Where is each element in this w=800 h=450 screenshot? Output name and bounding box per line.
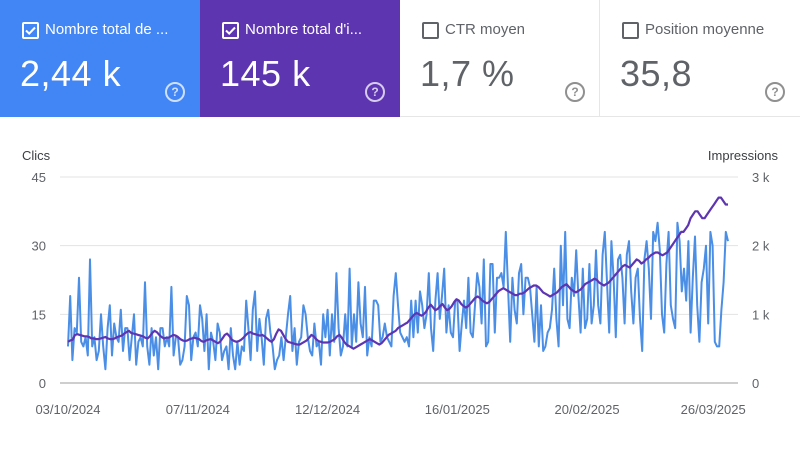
y-tick-label-right: 2 k	[752, 239, 770, 254]
x-tick-label: 07/11/2024	[166, 402, 230, 417]
x-tick-label: 16/01/2025	[425, 402, 490, 417]
impressions-series-line	[67, 196, 728, 350]
help-icon[interactable]: ?	[765, 82, 785, 102]
card-total-clicks[interactable]: Nombre total de ... 2,44 k ?	[0, 0, 200, 117]
x-tick-label: 12/12/2024	[295, 402, 360, 417]
y-tick-label-right: 3 k	[752, 170, 770, 185]
card-avg-position[interactable]: Position moyenne 35,8 ?	[600, 0, 800, 117]
card-value: 35,8	[620, 53, 693, 94]
y-tick-label-left: 45	[32, 170, 46, 185]
card-avg-ctr[interactable]: CTR moyen 1,7 % ?	[400, 0, 600, 117]
card-value: 145 k	[220, 53, 311, 94]
checkbox-checked-icon[interactable]	[22, 22, 39, 39]
card-label: Nombre total d'i...	[245, 21, 363, 38]
card-value: 1,7 %	[420, 53, 515, 94]
card-total-impressions[interactable]: Nombre total d'i... 145 k ?	[200, 0, 400, 117]
y-tick-label-right: 0	[752, 376, 759, 391]
x-tick-label: 26/03/2025	[681, 402, 746, 417]
card-label: Nombre total de ...	[45, 21, 169, 38]
metric-cards: Nombre total de ... 2,44 k ? Nombre tota…	[0, 0, 800, 117]
card-label: CTR moyen	[445, 21, 526, 38]
checkbox-unchecked-icon[interactable]	[622, 22, 639, 39]
y-tick-label-left: 15	[32, 307, 46, 322]
x-tick-label: 20/02/2025	[555, 402, 620, 417]
clicks-series-line	[67, 221, 729, 371]
card-label: Position moyenne	[645, 21, 765, 38]
help-icon[interactable]: ?	[365, 82, 385, 102]
y-axis-title-left: Clics	[22, 148, 51, 163]
y-axis-title-right: Impressions	[707, 148, 778, 163]
help-icon[interactable]: ?	[165, 82, 185, 102]
y-tick-label-right: 1 k	[752, 307, 770, 322]
checkbox-unchecked-icon[interactable]	[422, 22, 439, 39]
help-icon[interactable]: ?	[565, 82, 585, 102]
x-tick-label: 03/10/2024	[35, 402, 100, 417]
y-tick-label-left: 30	[32, 239, 46, 254]
y-tick-label-left: 0	[39, 376, 46, 391]
checkbox-checked-icon[interactable]	[222, 22, 239, 39]
card-value: 2,44 k	[20, 53, 122, 94]
